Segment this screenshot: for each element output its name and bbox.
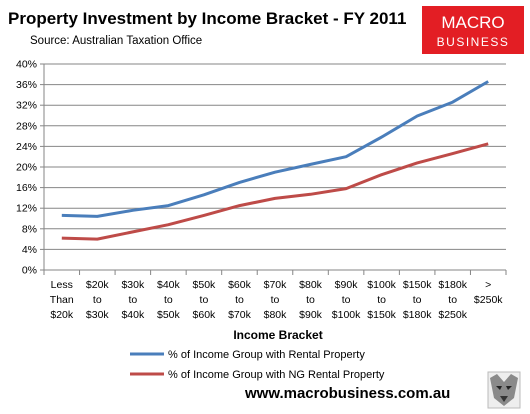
wolf-emblem-icon xyxy=(487,371,521,409)
legend-label-ng-rental: % of Income Group with NG Rental Propert… xyxy=(168,369,385,381)
y-tick-label: 32% xyxy=(16,100,37,112)
x-tick-label: $40k to $50k xyxy=(157,279,181,321)
macrobusiness-logo: MACRO BUSINESS xyxy=(422,6,524,54)
website-url: www.macrobusiness.com.au xyxy=(244,385,450,402)
series-line-ng-rental-property xyxy=(61,142,489,241)
x-axis-title: Income Bracket xyxy=(233,328,322,342)
x-tick-label: > $250k xyxy=(474,279,503,306)
y-tick-label: 36% xyxy=(16,79,37,91)
logo-background xyxy=(422,6,524,54)
y-tick-label: 24% xyxy=(16,141,37,153)
chart-title: Property Investment by Income Bracket - … xyxy=(8,9,406,28)
series-lines xyxy=(61,80,489,241)
y-tick-label: 28% xyxy=(16,120,37,132)
x-tick-label: $80k to $90k xyxy=(299,279,323,321)
x-tick-label: $20k to $30k xyxy=(86,279,110,321)
y-tick-label: 0% xyxy=(22,265,37,277)
y-tick-label: 16% xyxy=(16,182,37,194)
series-line-rental-property xyxy=(61,80,489,218)
logo-line2: BUSINESS xyxy=(437,35,510,49)
y-tick-label: 8% xyxy=(22,223,37,235)
x-tick-label: $70k to $80k xyxy=(264,279,288,321)
x-tick-label: $30k to $40k xyxy=(121,279,145,321)
y-tick-label: 12% xyxy=(16,203,37,215)
x-tick-label: $180k to $250k xyxy=(438,279,467,321)
logo-line1: MACRO xyxy=(441,13,504,32)
x-tick-label: $150k to $180k xyxy=(403,279,432,321)
x-tick-label: Less Than $20k xyxy=(50,279,74,321)
legend-label-rental: % of Income Group with Rental Property xyxy=(168,349,365,361)
x-tick-label: $50k to $60k xyxy=(193,279,217,321)
x-tick-label: $100k to $150k xyxy=(367,279,396,321)
x-tick-label: $60k to $70k xyxy=(228,279,252,321)
chart-source: Source: Australian Taxation Office xyxy=(30,35,202,47)
y-tick-label: 20% xyxy=(16,162,37,174)
legend: % of Income Group with Rental Property %… xyxy=(130,349,385,381)
y-tick-label: 40% xyxy=(16,59,37,71)
y-axis-ticks: 0% 4% 8% 12% 16% 20% 24% 28% 32% 36% 40% xyxy=(16,59,44,277)
x-axis-ticks: Less Than $20k $20k to $30k $30k to $40k $40k to $5… xyxy=(43,270,507,321)
x-tick-label: $90k to $100k xyxy=(332,279,361,321)
gridlines xyxy=(44,63,506,250)
y-tick-label: 4% xyxy=(22,244,37,256)
